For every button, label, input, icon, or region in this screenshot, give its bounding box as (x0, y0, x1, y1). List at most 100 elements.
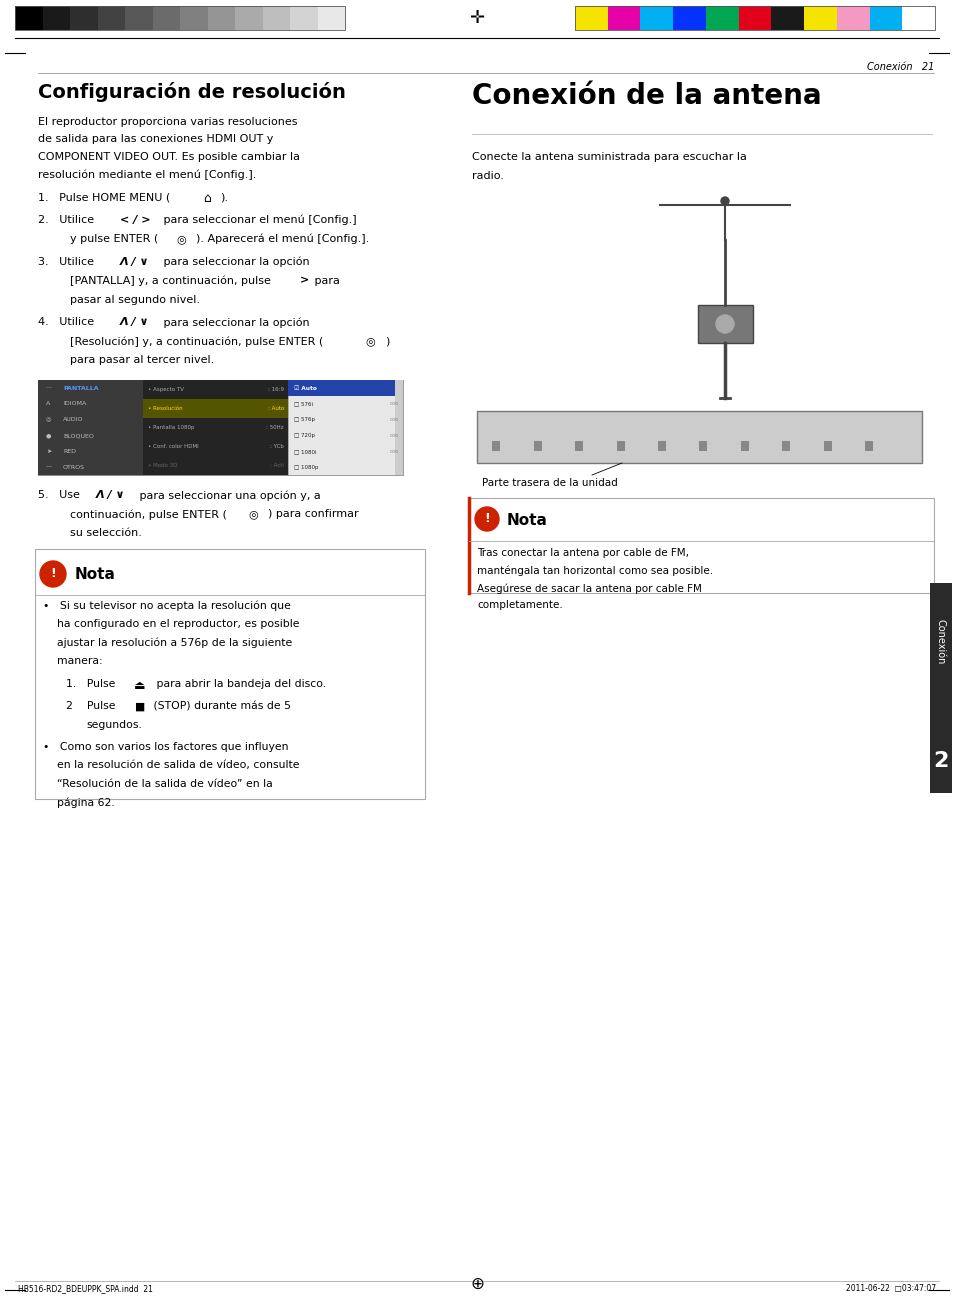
Text: ). Aparecerá el menú [Config.].: ). Aparecerá el menú [Config.]. (195, 234, 369, 245)
Text: >: > (299, 276, 309, 285)
Text: continuación, pulse ENTER (: continuación, pulse ENTER ( (70, 509, 227, 519)
Text: —: — (46, 464, 52, 469)
Text: 1.   Pulse HOME MENU (: 1. Pulse HOME MENU ( (38, 192, 170, 203)
Text: COMPONENT VIDEO OUT. Es posible cambiar la: COMPONENT VIDEO OUT. Es posible cambiar … (38, 153, 299, 162)
Bar (234, 7, 262, 30)
Bar (868, 7, 902, 30)
Text: para seleccionar la opción: para seleccionar la opción (160, 256, 310, 267)
Bar (864, 441, 873, 451)
FancyBboxPatch shape (469, 498, 933, 593)
Text: : Acti: : Acti (270, 463, 284, 468)
Bar (673, 7, 705, 30)
Text: OTROS: OTROS (63, 464, 85, 469)
Bar (476, 412, 921, 463)
Text: !: ! (483, 513, 489, 526)
Text: y pulse ENTER (: y pulse ENTER ( (70, 234, 158, 243)
Text: para: para (311, 276, 339, 285)
Text: ooo: ooo (390, 448, 398, 454)
Text: ) para confirmar: ) para confirmar (268, 509, 358, 519)
Text: resolución mediante el menú [Config.].: resolución mediante el menú [Config.]. (38, 170, 256, 180)
Bar (97, 7, 125, 30)
Text: ).: ). (220, 192, 228, 203)
Text: 2    Pulse: 2 Pulse (66, 701, 119, 711)
Text: HB516-RD2_BDEUPPK_SPA.indd  21: HB516-RD2_BDEUPPK_SPA.indd 21 (18, 1283, 152, 1293)
Text: [PANTALLA] y, a continuación, pulse: [PANTALLA] y, a continuación, pulse (70, 276, 274, 287)
Text: • Resolución: • Resolución (148, 406, 182, 412)
Bar (836, 7, 868, 30)
Text: ■: ■ (133, 701, 144, 711)
Text: para seleccionar el menú [Config.]: para seleccionar el menú [Config.] (160, 214, 356, 225)
Bar (929, 583, 951, 793)
Text: Nota: Nota (506, 513, 547, 529)
Bar (262, 7, 290, 30)
Bar (492, 441, 499, 451)
Text: manera:: manera: (43, 656, 103, 667)
Circle shape (720, 197, 728, 205)
Text: (STOP) durante más de 5: (STOP) durante más de 5 (150, 701, 291, 711)
Text: Parte trasera de la unidad: Parte trasera de la unidad (481, 477, 618, 488)
Bar (70, 7, 97, 30)
Text: ooo: ooo (390, 417, 398, 422)
Text: ◎: ◎ (248, 509, 257, 519)
Text: ◎: ◎ (365, 337, 375, 346)
Text: Nota: Nota (75, 567, 115, 583)
Circle shape (40, 562, 66, 586)
Text: ooo: ooo (390, 401, 398, 406)
Text: •   Si su televisor no acepta la resolución que: • Si su televisor no acepta la resolució… (43, 601, 291, 611)
Text: ajustar la resolución a 576p de la siguiente: ajustar la resolución a 576p de la sigui… (43, 638, 292, 648)
Text: para pasar al tercer nivel.: para pasar al tercer nivel. (70, 355, 214, 366)
Bar (771, 7, 803, 30)
Text: •   Como son varios los factores que influyen: • Como son varios los factores que influ… (43, 742, 288, 752)
Bar (607, 7, 639, 30)
Bar (208, 7, 234, 30)
Text: ✛: ✛ (469, 9, 484, 28)
Text: : 16:9: : 16:9 (268, 387, 284, 392)
Text: ◎: ◎ (46, 417, 51, 422)
Text: • Pantalla 1080p: • Pantalla 1080p (148, 425, 194, 430)
Text: ●: ● (46, 433, 51, 438)
Text: 2.   Utilice: 2. Utilice (38, 214, 97, 225)
Text: ): ) (385, 337, 389, 346)
Bar (738, 7, 771, 30)
Text: □ 576i: □ 576i (294, 401, 313, 406)
Text: su selección.: su selección. (70, 529, 142, 538)
Text: • Conf. color HDMI: • Conf. color HDMI (148, 444, 198, 450)
Text: ⏏: ⏏ (133, 679, 146, 692)
Bar (575, 7, 607, 30)
Text: manténgala tan horizontal como sea posible.: manténgala tan horizontal como sea posib… (476, 565, 713, 576)
Text: para seleccionar una opción y, a: para seleccionar una opción y, a (136, 490, 320, 501)
Text: Λ / ∨: Λ / ∨ (120, 317, 150, 327)
Text: 1.   Pulse: 1. Pulse (66, 679, 119, 689)
Bar (288, 380, 402, 475)
Bar (823, 441, 831, 451)
Text: Tras conectar la antena por cable de FM,: Tras conectar la antena por cable de FM, (476, 548, 688, 558)
Text: □ 1080i: □ 1080i (294, 448, 316, 454)
Text: completamente.: completamente. (476, 601, 562, 610)
Text: ➤: ➤ (46, 448, 51, 454)
Text: • Modo 3D: • Modo 3D (148, 463, 177, 468)
Text: RED: RED (63, 448, 76, 454)
Text: 3.   Utilice: 3. Utilice (38, 256, 97, 267)
Bar (705, 7, 738, 30)
Bar (803, 7, 836, 30)
Bar (15, 7, 345, 30)
Bar (15, 7, 43, 30)
Text: 4.   Utilice: 4. Utilice (38, 317, 97, 327)
Bar (152, 7, 180, 30)
Text: 2: 2 (932, 751, 947, 771)
Bar (616, 441, 624, 451)
Text: [Resolución] y, a continuación, pulse ENTER (: [Resolución] y, a continuación, pulse EN… (70, 337, 323, 347)
Text: segundos.: segundos. (86, 719, 142, 730)
Text: □ 576p: □ 576p (294, 417, 314, 422)
Text: “Resolución de la salida de vídeo” en la: “Resolución de la salida de vídeo” en la (43, 778, 273, 789)
Bar (697, 305, 752, 343)
Text: : YCb: : YCb (270, 444, 284, 450)
Text: □ 720p: □ 720p (294, 433, 314, 438)
Text: Λ / ∨: Λ / ∨ (96, 490, 126, 500)
Text: ⌂: ⌂ (203, 192, 211, 205)
Bar (395, 380, 402, 475)
Bar (740, 441, 748, 451)
Bar (288, 380, 402, 396)
Text: ☑ Auto: ☑ Auto (294, 385, 316, 391)
FancyBboxPatch shape (35, 548, 424, 800)
